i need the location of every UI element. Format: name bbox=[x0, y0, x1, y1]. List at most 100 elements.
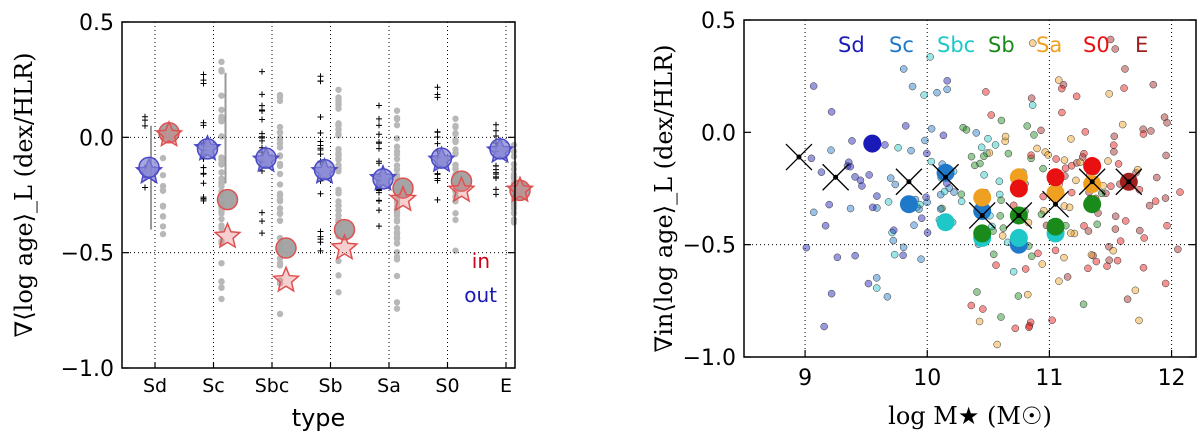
bin-marker bbox=[936, 163, 955, 182]
galaxy-dot bbox=[920, 91, 928, 99]
galaxy-plus bbox=[493, 132, 499, 139]
circle-marker bbox=[255, 147, 277, 169]
galaxy-dot bbox=[276, 170, 284, 178]
galaxy-dot bbox=[1034, 249, 1042, 258]
galaxy-dot bbox=[1106, 35, 1115, 44]
galaxy-dot bbox=[985, 149, 994, 157]
star-marker bbox=[447, 175, 476, 203]
galaxy-dot bbox=[276, 123, 284, 131]
galaxy-plus bbox=[376, 131, 382, 138]
galaxy-dot bbox=[276, 205, 284, 212]
galaxy-dot bbox=[1038, 260, 1047, 268]
galaxy-dot bbox=[1001, 132, 1010, 141]
galaxy-dot bbox=[1102, 189, 1110, 198]
galaxy-plus bbox=[493, 121, 499, 128]
galaxy-plus bbox=[376, 198, 382, 205]
x-tick-label: Sd bbox=[143, 375, 167, 397]
galaxy-dot bbox=[908, 82, 917, 91]
galaxy-dot bbox=[917, 214, 926, 223]
galaxy-dot bbox=[159, 182, 167, 190]
galaxy-dot bbox=[957, 190, 966, 199]
y-tick-label: −0.5 bbox=[61, 242, 114, 267]
galaxy-dot bbox=[943, 85, 951, 94]
galaxy-plus bbox=[317, 78, 324, 85]
galaxy-plus bbox=[376, 115, 382, 122]
galaxy-plus bbox=[376, 145, 382, 152]
galaxy-plus bbox=[200, 164, 207, 171]
galaxy-dot bbox=[975, 317, 984, 326]
galaxy-dot bbox=[1121, 65, 1129, 73]
galaxy-plus bbox=[317, 113, 324, 120]
galaxy-dot bbox=[967, 152, 976, 161]
galaxy-dot bbox=[1080, 222, 1088, 230]
galaxy-dot bbox=[159, 213, 167, 220]
galaxy-dot bbox=[1114, 160, 1123, 168]
x-tick-label: 10 bbox=[913, 366, 941, 391]
galaxy-dot bbox=[276, 181, 284, 188]
galaxy-dot bbox=[923, 198, 931, 206]
galaxy-dot bbox=[393, 248, 401, 256]
bin-marker bbox=[899, 195, 918, 214]
galaxy-dot bbox=[977, 143, 986, 152]
galaxy-dot bbox=[825, 200, 833, 209]
galaxy-dot bbox=[1039, 206, 1048, 215]
galaxy-dot bbox=[1110, 141, 1118, 149]
galaxy-dot bbox=[858, 182, 866, 190]
x-marker-center bbox=[943, 174, 949, 180]
galaxy-dot bbox=[276, 91, 284, 99]
galaxy-dot bbox=[393, 107, 401, 114]
galaxy-plus bbox=[259, 218, 265, 225]
galaxy-dot bbox=[1176, 188, 1184, 196]
bin-marker bbox=[1009, 179, 1028, 198]
y-axis-label: ∇⟨log age⟩_L (dex/HLR) bbox=[10, 53, 38, 338]
galaxy-dot bbox=[1103, 262, 1111, 270]
galaxy-dot bbox=[1067, 229, 1075, 237]
galaxy-dot bbox=[393, 299, 401, 306]
galaxy-plus bbox=[493, 166, 499, 173]
galaxy-dot bbox=[1084, 264, 1092, 273]
galaxy-dot bbox=[452, 130, 459, 138]
galaxy-dot bbox=[1147, 127, 1155, 135]
galaxy-dot bbox=[939, 131, 948, 140]
galaxy-dot bbox=[1104, 157, 1112, 165]
galaxy-dot bbox=[335, 121, 342, 128]
galaxy-dot bbox=[393, 272, 401, 280]
galaxy-dot bbox=[335, 272, 342, 279]
galaxy-dot bbox=[1161, 194, 1170, 202]
galaxy-dot bbox=[1149, 80, 1158, 89]
galaxy-dot bbox=[1067, 188, 1076, 197]
galaxy-dot bbox=[972, 129, 980, 137]
galaxy-dot bbox=[1033, 144, 1041, 153]
galaxy-dot bbox=[276, 192, 284, 200]
galaxy-dot bbox=[967, 301, 976, 310]
galaxy-dot bbox=[393, 143, 401, 150]
galaxy-dot bbox=[1014, 292, 1023, 300]
galaxy-dot bbox=[276, 217, 284, 224]
galaxy-dot bbox=[276, 210, 284, 218]
galaxy-dot bbox=[899, 243, 908, 252]
galaxy-dot bbox=[1027, 94, 1036, 102]
galaxy-dot bbox=[891, 180, 900, 189]
galaxy-dot bbox=[984, 134, 992, 143]
galaxy-dot bbox=[1123, 295, 1132, 303]
bin-marker bbox=[1009, 228, 1028, 247]
galaxy-dot bbox=[393, 235, 401, 242]
galaxy-dot bbox=[980, 152, 988, 160]
x-tick-label: S0 bbox=[435, 375, 459, 397]
galaxy-dot bbox=[997, 313, 1005, 321]
star-marker bbox=[388, 184, 418, 212]
galaxy-dot bbox=[218, 222, 225, 229]
galaxy-plus bbox=[142, 122, 148, 129]
galaxy-dot bbox=[899, 251, 907, 260]
legend-E: E bbox=[1135, 33, 1148, 57]
galaxy-dot bbox=[276, 153, 284, 160]
galaxy-plus bbox=[434, 91, 441, 98]
galaxy-plus bbox=[259, 230, 265, 237]
y-tick-label: 0.0 bbox=[701, 121, 736, 146]
galaxy-dot bbox=[1023, 122, 1031, 130]
galaxy-dot bbox=[821, 221, 830, 230]
galaxy-plus bbox=[434, 84, 441, 91]
galaxy-dot bbox=[218, 259, 225, 267]
galaxy-dot bbox=[1024, 218, 1033, 227]
galaxy-dot bbox=[1011, 324, 1020, 333]
